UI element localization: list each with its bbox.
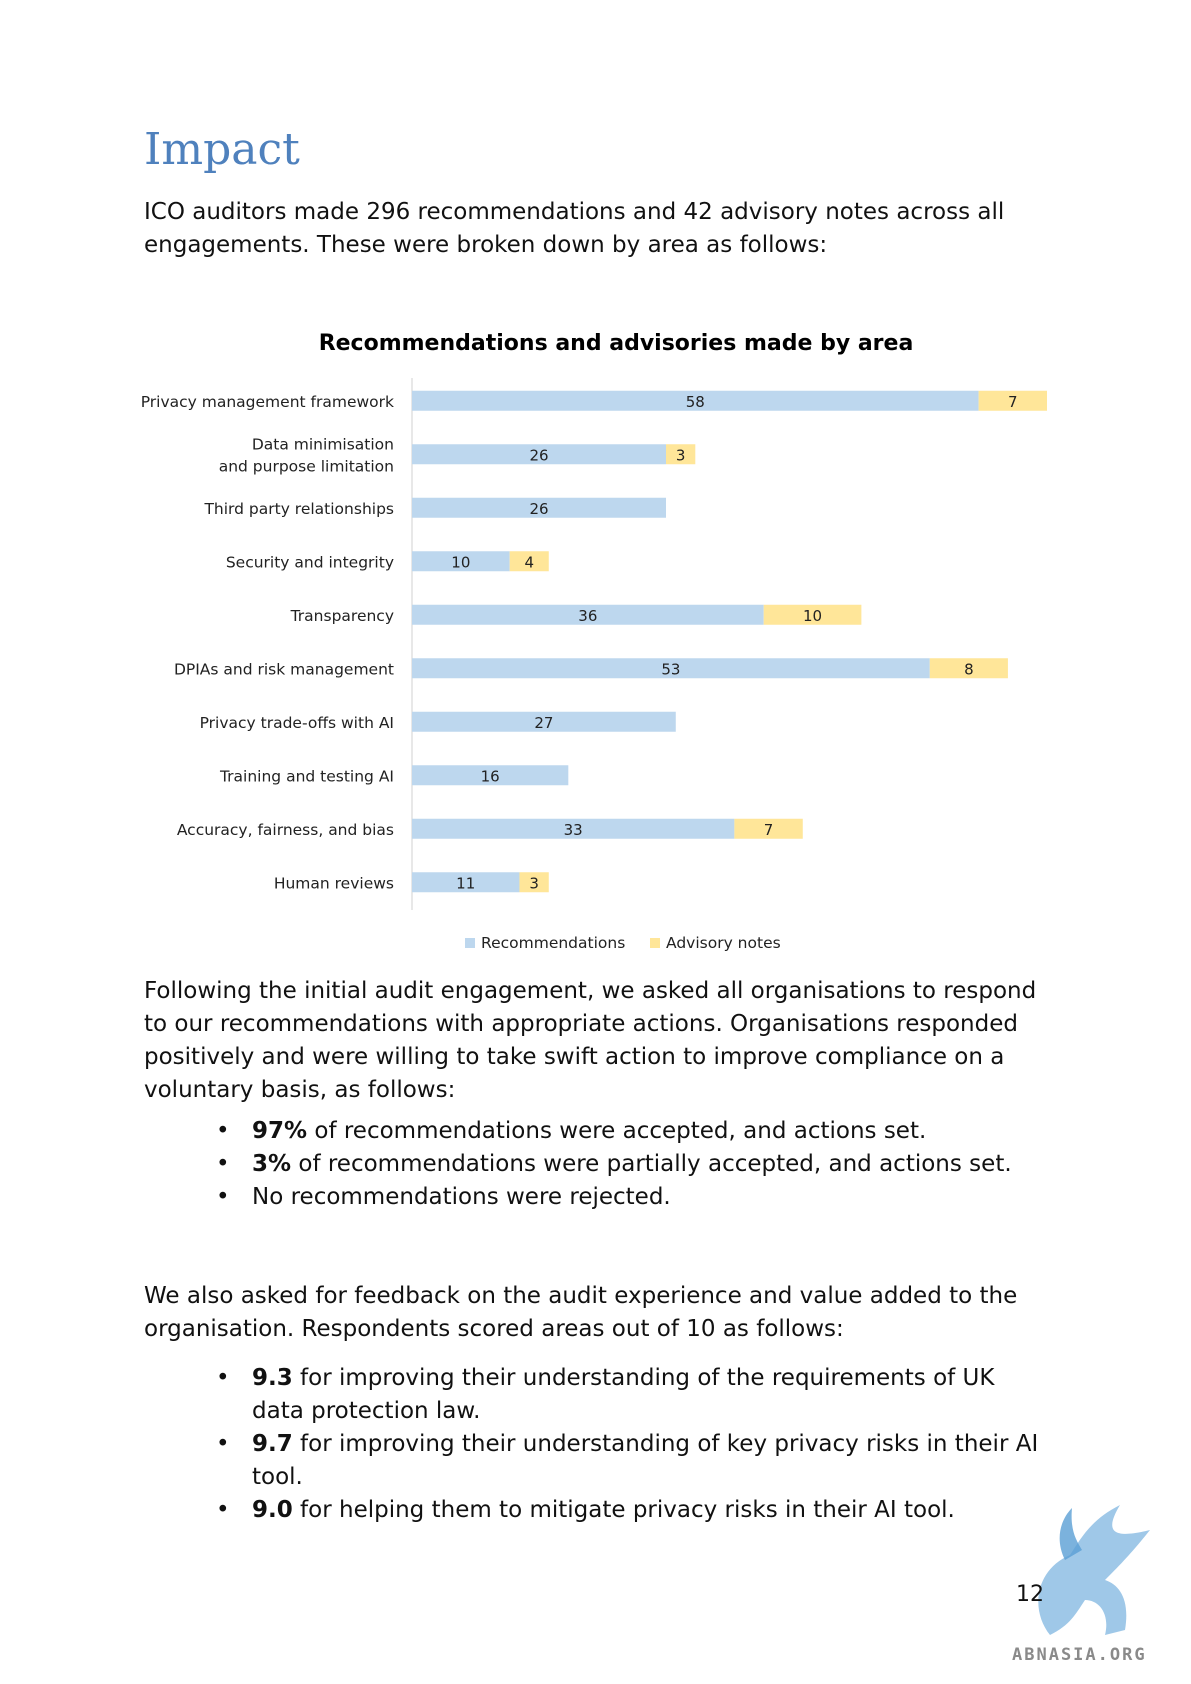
recommendations-bar	[412, 444, 666, 465]
category-label: Privacy trade-offs with AI	[200, 714, 394, 732]
legend-recommendations-swatch	[465, 938, 475, 948]
bar-value-label: 27	[534, 714, 553, 732]
advisory-bar	[929, 658, 1008, 679]
recommendations-bar	[412, 390, 979, 411]
response-item-text: No recommendations were rejected.	[252, 1184, 671, 1210]
legend-label: Recommendations	[481, 934, 625, 952]
griffin-logo-icon	[1038, 1505, 1150, 1635]
bar-value-label: 11	[456, 874, 475, 892]
bar-value-label: 3	[529, 874, 539, 892]
score-item-value: 9.7	[252, 1431, 293, 1457]
advisory-bar	[978, 390, 1047, 411]
advisory-bar	[763, 604, 862, 625]
score-item-value: 9.3	[252, 1365, 293, 1391]
response-item-text: of recommendations were accepted, and ac…	[307, 1118, 927, 1144]
bar-value-label: 7	[764, 821, 774, 839]
bar-value-label: 26	[529, 500, 548, 518]
bar-value-label: 10	[803, 607, 822, 625]
response-item-value: 97%	[252, 1118, 308, 1144]
score-item: 9.3 for improving their understanding of…	[216, 1362, 1046, 1428]
bar-value-label: 26	[529, 446, 548, 464]
bar-value-label: 3	[676, 446, 686, 464]
bar-value-label: 7	[1008, 393, 1018, 411]
legend-advisory-swatch	[650, 938, 660, 948]
recommendations-bar	[412, 711, 676, 732]
score-list: 9.3 for improving their understanding of…	[216, 1362, 1046, 1527]
recommendations-bar	[412, 551, 510, 572]
bar-chart: Recommendations and advisories made by a…	[141, 331, 1047, 952]
response-item: 97% of recommendations were accepted, an…	[216, 1115, 1046, 1148]
response-list: 97% of recommendations were accepted, an…	[216, 1115, 1046, 1214]
advisory-bar	[666, 444, 696, 465]
page-number: 12	[1016, 1582, 1044, 1607]
category-label: Privacy management framework	[141, 393, 394, 411]
bar-value-label: 58	[686, 393, 705, 411]
bar-value-label: 10	[451, 553, 470, 571]
bar-value-label: 33	[564, 821, 583, 839]
category-label: Accuracy, fairness, and bias	[177, 821, 394, 839]
bar-value-label: 36	[578, 607, 597, 625]
recommendations-bar	[412, 658, 930, 679]
response-item-text: of recommendations were partially accept…	[291, 1151, 1012, 1177]
score-item-text: for improving their understanding of key…	[252, 1431, 1039, 1490]
chart-title: Recommendations and advisories made by a…	[319, 331, 914, 356]
category-label: DPIAs and risk management	[174, 660, 394, 678]
feedback-paragraph: We also asked for feedback on the audit …	[144, 1283, 1018, 1342]
page-title: Impact	[144, 124, 300, 175]
category-label: Training and testing AI	[219, 767, 394, 785]
followup-paragraph: Following the initial audit engagement, …	[144, 978, 1037, 1103]
response-item: No recommendations were rejected.	[216, 1181, 1046, 1214]
score-item-text: for helping them to mitigate privacy ris…	[292, 1497, 955, 1523]
category-label: Human reviews	[274, 874, 394, 892]
recommendations-bar	[412, 818, 735, 839]
advisory-bar	[734, 818, 803, 839]
bar-value-label: 4	[524, 553, 534, 571]
legend-label: Advisory notes	[666, 934, 781, 952]
category-label: Security and integrity	[226, 553, 394, 571]
category-label: Data minimisation	[252, 435, 394, 453]
recommendations-bar	[412, 765, 569, 786]
score-item: 9.7 for improving their understanding of…	[216, 1428, 1046, 1494]
category-label: Transparency	[290, 607, 394, 625]
bar-value-label: 8	[964, 660, 974, 678]
response-item: 3% of recommendations were partially acc…	[216, 1148, 1046, 1181]
recommendations-bar	[412, 872, 520, 893]
category-label: and purpose limitation	[219, 457, 394, 475]
score-item-text: for improving their understanding of the…	[252, 1365, 995, 1424]
score-item: 9.0 for helping them to mitigate privacy…	[216, 1494, 1046, 1527]
recommendations-bar	[412, 497, 666, 518]
score-item-value: 9.0	[252, 1497, 293, 1523]
category-label: Third party relationships	[203, 500, 394, 518]
response-item-value: 3%	[252, 1151, 292, 1177]
intro-paragraph: ICO auditors made 296 recommendations an…	[144, 199, 1005, 258]
watermark-text: ABNASIA.ORG	[1012, 1645, 1147, 1665]
bar-value-label: 53	[661, 660, 680, 678]
bar-value-label: 16	[481, 767, 500, 785]
advisory-bar	[519, 872, 549, 893]
recommendations-bar	[412, 604, 764, 625]
advisory-bar	[509, 551, 549, 572]
